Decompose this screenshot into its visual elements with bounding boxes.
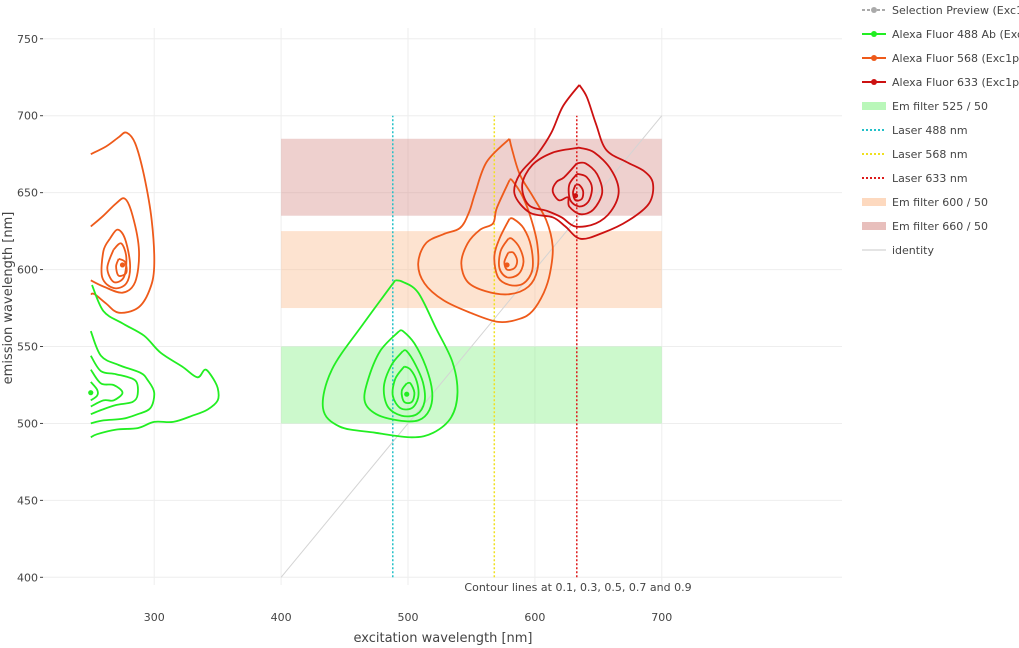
legend-item[interactable]: identity [862, 244, 934, 257]
legend-label: Alexa Fluor 488 Ab (Exc1p) [892, 28, 1019, 41]
marginal-contour-line [90, 284, 220, 439]
contour-line [567, 173, 593, 208]
grid [40, 28, 842, 585]
contour-line [417, 138, 554, 324]
legend-label: Em filter 660 / 50 [892, 220, 988, 233]
legend-label: Em filter 600 / 50 [892, 196, 988, 209]
x-tick-label: 600 [524, 611, 545, 624]
legend-swatch [862, 198, 886, 206]
marginal-peak-marker [119, 262, 126, 268]
contour-line [498, 237, 525, 279]
marginal-contours [88, 131, 220, 439]
legend-item[interactable]: Alexa Fluor 633 (Exc1p) [862, 76, 1019, 89]
peak-marker [404, 391, 410, 397]
legend-label: Alexa Fluor 568 (Exc1p) [892, 52, 1019, 65]
legend-label: Laser 568 nm [892, 148, 968, 161]
contour-line [391, 365, 420, 411]
x-tick-label: 400 [271, 611, 292, 624]
legend-item[interactable]: Alexa Fluor 568 (Exc1p) [862, 52, 1019, 65]
x-tick-label: 500 [398, 611, 419, 624]
marginal-contour-line [90, 381, 99, 402]
y-tick-label: 400 [17, 571, 38, 584]
marginal-contour-line [100, 228, 132, 290]
y-tick-label: 550 [17, 341, 38, 354]
legend-marker [871, 79, 877, 85]
legend-item[interactable]: Em filter 525 / 50 [862, 100, 988, 113]
contour-line [572, 183, 585, 202]
legend-marker [871, 31, 877, 37]
y-tick-label: 700 [17, 110, 38, 123]
y-tick-label: 500 [17, 417, 38, 430]
marginal-contour-line [115, 257, 128, 277]
em-filter-band [281, 346, 662, 424]
tick-labels: 300 400 500 600 700 400 450 500 550 600 650 700 750 [17, 33, 672, 624]
marginal-contour-line [90, 355, 139, 416]
x-tick-label: 300 [144, 611, 165, 624]
legend-item[interactable]: Laser 488 nm [862, 124, 968, 137]
legend-item[interactable]: Alexa Fluor 488 Ab (Exc1p) [862, 28, 1019, 41]
marginal-contour-line [90, 369, 124, 408]
marginal-contour-line [90, 131, 156, 314]
contour-line [521, 146, 620, 228]
legend-marker [871, 7, 877, 13]
em-filter-band [281, 231, 662, 309]
marginal-contour-line [90, 197, 140, 294]
y-tick-label: 650 [17, 187, 38, 200]
laser-lines [392, 115, 578, 578]
legend-item[interactable]: Laser 633 nm [862, 172, 968, 185]
legend-label: Alexa Fluor 633 (Exc1p) [892, 76, 1019, 89]
contour-series [321, 84, 655, 439]
peak-marker [504, 262, 510, 268]
legend-swatch [862, 102, 886, 110]
legend-label: Laser 633 nm [892, 172, 968, 185]
marginal-peak-marker [88, 390, 94, 396]
legend-item[interactable]: Laser 568 nm [862, 148, 968, 161]
peak-marker [572, 193, 579, 199]
legend: Selection Preview (Exc1p) Alexa Fluor 488… [862, 4, 1019, 257]
contour-line [503, 251, 519, 271]
contour-line [400, 381, 416, 405]
legend-label: Em filter 525 / 50 [892, 100, 988, 113]
filter-bands [281, 138, 662, 424]
x-tick-label: 700 [651, 611, 672, 624]
legend-label: Laser 488 nm [892, 124, 968, 137]
marginal-contour-line [106, 242, 128, 284]
annotation-text: Contour lines at 0.1, 0.3, 0.5, 0.7 and … [464, 581, 691, 594]
y-axis-title: emission wavelength [nm] [1, 212, 16, 385]
legend-item[interactable]: Selection Preview (Exc1p) [862, 4, 1019, 17]
legend-marker [871, 55, 877, 61]
x-axis-title: excitation wavelength [nm] [354, 631, 533, 646]
legend-swatch [862, 222, 886, 230]
y-tick-label: 600 [17, 264, 38, 277]
contour-line [551, 161, 604, 216]
y-tick-label: 750 [17, 33, 38, 46]
legend-label: identity [892, 244, 934, 257]
legend-item[interactable]: Em filter 600 / 50 [862, 196, 988, 209]
contour-line [363, 329, 434, 423]
legend-label: Selection Preview (Exc1p) [892, 4, 1019, 17]
contour-line [493, 217, 534, 287]
identity-line [280, 115, 663, 578]
contour-line [382, 349, 426, 418]
contour-line [460, 178, 540, 296]
contour-line [321, 279, 459, 439]
marginal-contour-line [89, 330, 156, 425]
legend-item[interactable]: Em filter 660 / 50 [862, 220, 988, 233]
y-tick-label: 450 [17, 494, 38, 507]
identity-line-layer [280, 115, 663, 578]
contour-line [513, 84, 655, 240]
